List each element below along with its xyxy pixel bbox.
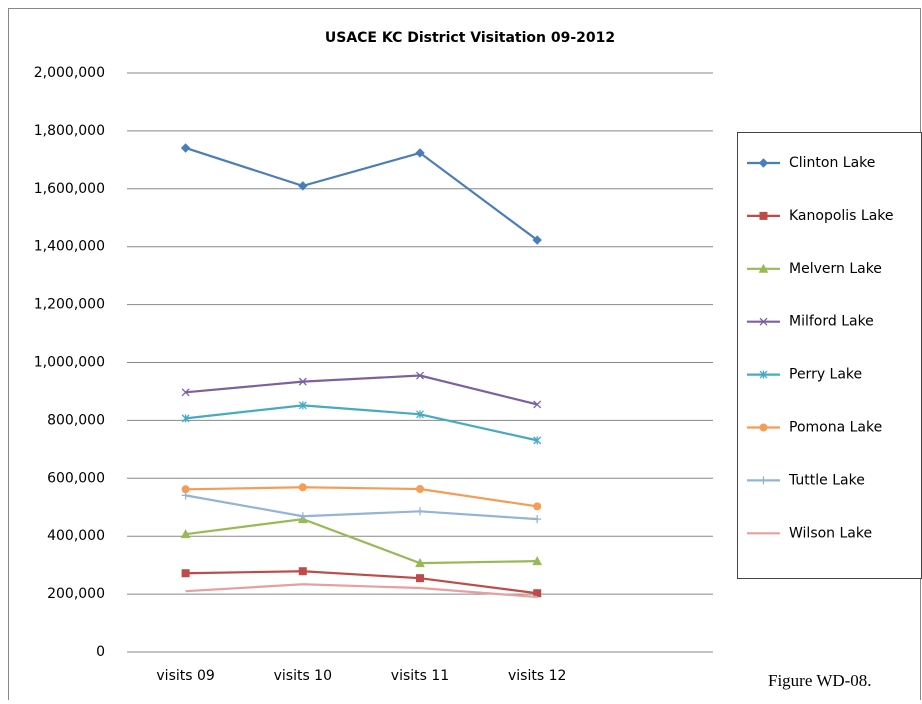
y-tick-label: 1,600,000	[34, 181, 105, 197]
marker	[415, 148, 425, 158]
marker	[298, 401, 307, 410]
marker	[533, 515, 542, 524]
marker	[416, 574, 424, 583]
legend-label: Clinton Lake	[789, 155, 875, 171]
legend-marker	[759, 370, 768, 379]
marker	[181, 569, 190, 578]
marker	[181, 414, 190, 423]
y-tick-label: 0	[96, 644, 105, 660]
series-line	[185, 486, 538, 508]
figure-caption: Figure WD-08.	[768, 671, 872, 690]
marker	[298, 567, 307, 576]
y-tick-label: 1,400,000	[34, 239, 105, 255]
x-tick-label: visits 11	[391, 668, 449, 684]
legend-label: Perry Lake	[789, 367, 862, 383]
y-tick-label: 1,000,000	[34, 355, 105, 371]
y-tick-label: 1,800,000	[34, 123, 105, 139]
y-tick-label: 200,000	[47, 586, 105, 602]
marker	[298, 483, 307, 492]
marker	[416, 485, 424, 494]
marker	[416, 371, 424, 380]
legend-marker	[759, 423, 768, 432]
marker	[298, 512, 307, 521]
legend-marker	[759, 317, 768, 326]
series-line	[185, 374, 538, 406]
y-tick-label: 800,000	[47, 412, 105, 428]
legend-box	[737, 132, 922, 579]
marker	[533, 589, 542, 598]
chart-title: USACE KC District Visitation 09-2012	[325, 30, 615, 46]
legend-label: Melvern Lake	[789, 261, 882, 277]
marker	[298, 181, 308, 191]
series-line	[185, 517, 538, 565]
marker	[181, 388, 190, 397]
x-tick-label: visits 12	[508, 668, 566, 684]
legend-marker	[758, 158, 769, 168]
legend-label: Kanopolis Lake	[789, 208, 894, 224]
marker	[533, 400, 542, 409]
marker	[533, 502, 542, 511]
series-line	[185, 583, 538, 599]
marker	[298, 377, 307, 386]
series-line	[185, 570, 538, 595]
series-line	[185, 404, 538, 442]
y-tick-label: 2,000,000	[34, 65, 105, 81]
marker	[532, 235, 542, 245]
marker	[532, 556, 543, 566]
legend-marker	[758, 263, 769, 273]
marker	[181, 491, 190, 500]
legend-label: Pomona Lake	[789, 420, 882, 436]
series-line	[185, 146, 538, 241]
legend-label: Wilson Lake	[789, 525, 872, 541]
marker	[415, 558, 425, 568]
series-line	[185, 494, 538, 521]
x-tick-label: visits 10	[274, 668, 332, 684]
marker	[180, 529, 191, 539]
legend-marker	[759, 476, 768, 485]
y-tick-label: 400,000	[47, 528, 105, 544]
legend-marker	[759, 211, 768, 220]
x-tick-label: visits 09	[156, 668, 214, 684]
marker	[180, 143, 191, 153]
y-tick-label: 600,000	[47, 470, 105, 486]
marker	[416, 410, 424, 419]
marker	[416, 507, 424, 516]
legend-label: Tuttle Lake	[788, 472, 865, 488]
y-tick-label: 1,200,000	[34, 297, 105, 313]
legend-label: Milford Lake	[789, 314, 874, 330]
marker	[533, 436, 542, 445]
